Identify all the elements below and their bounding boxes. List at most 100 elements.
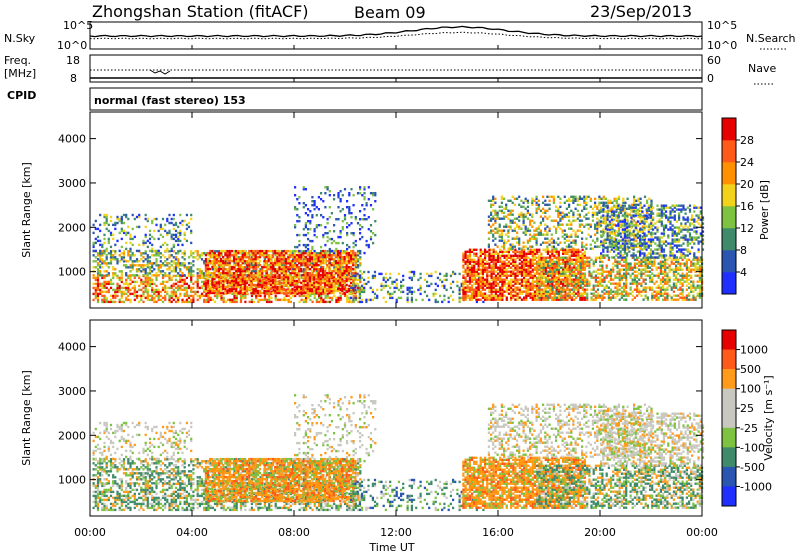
power-cell bbox=[166, 258, 169, 261]
power-cell bbox=[302, 228, 305, 231]
power-cell bbox=[533, 296, 536, 299]
power-cell bbox=[144, 284, 147, 288]
power-cell bbox=[306, 279, 309, 283]
power-cell bbox=[289, 255, 292, 259]
power-cell bbox=[350, 249, 353, 253]
power-cell bbox=[315, 235, 318, 239]
power-cell bbox=[239, 249, 242, 253]
power-cell bbox=[224, 289, 227, 293]
power-cell bbox=[105, 298, 108, 302]
power-cell bbox=[341, 220, 344, 223]
power-cell bbox=[302, 243, 305, 247]
power-cell bbox=[120, 237, 123, 241]
power-cell bbox=[486, 282, 489, 285]
power-cell bbox=[294, 245, 297, 249]
power-cell bbox=[196, 268, 199, 271]
power-cell bbox=[477, 298, 480, 301]
power-cell bbox=[549, 256, 552, 259]
power-cell bbox=[579, 250, 582, 253]
power-cell bbox=[531, 298, 534, 301]
power-cell bbox=[261, 249, 264, 253]
power-cell bbox=[512, 280, 515, 283]
power-cell bbox=[555, 247, 558, 250]
power-cell bbox=[217, 255, 220, 259]
power-cell bbox=[579, 256, 582, 259]
power-cell bbox=[144, 272, 147, 275]
power-cell bbox=[488, 270, 491, 273]
power-cell bbox=[237, 281, 240, 285]
power-cell bbox=[127, 288, 130, 292]
power-cell bbox=[135, 274, 139, 277]
power-cell bbox=[239, 271, 242, 275]
power-cell bbox=[507, 260, 510, 263]
power-cell bbox=[284, 279, 288, 283]
power-cell bbox=[239, 265, 242, 269]
power-cell bbox=[391, 296, 394, 300]
power-cell bbox=[324, 273, 327, 277]
power-cell bbox=[114, 272, 117, 275]
power-cell bbox=[144, 270, 147, 273]
power-cell bbox=[142, 292, 145, 296]
power-cell bbox=[583, 274, 586, 277]
power-cell bbox=[464, 286, 467, 289]
power-cell bbox=[523, 268, 526, 271]
power-cell bbox=[501, 272, 504, 275]
power-cell bbox=[527, 294, 530, 297]
power-cell bbox=[155, 300, 158, 304]
power-cell bbox=[486, 270, 489, 273]
power-cell bbox=[363, 286, 366, 290]
power-cell bbox=[518, 203, 521, 206]
power-cell bbox=[105, 264, 108, 267]
power-cell bbox=[209, 298, 212, 302]
power-cell bbox=[274, 273, 277, 277]
power-cell bbox=[492, 217, 495, 220]
power-cell bbox=[540, 258, 543, 261]
power-cell bbox=[232, 257, 236, 261]
power-cell bbox=[183, 237, 186, 241]
power-cell bbox=[328, 194, 331, 197]
power-cell bbox=[211, 265, 214, 269]
power-cell bbox=[535, 239, 538, 242]
power-cell bbox=[488, 266, 491, 269]
power-cell bbox=[166, 217, 169, 221]
power-cell bbox=[367, 198, 370, 201]
power-cell bbox=[157, 268, 160, 271]
power-cell bbox=[330, 255, 333, 259]
power-cell bbox=[406, 288, 409, 292]
power-cell bbox=[107, 274, 110, 277]
power-cell bbox=[510, 270, 513, 273]
power-cell bbox=[492, 294, 495, 297]
power-cell bbox=[164, 256, 167, 259]
power-cell bbox=[490, 258, 493, 261]
power-cell bbox=[512, 268, 515, 271]
power-cell bbox=[540, 256, 543, 259]
power-cell bbox=[219, 251, 223, 255]
power-cell bbox=[511, 247, 514, 250]
power-cell bbox=[475, 294, 478, 297]
power-cell bbox=[577, 258, 580, 261]
power-cell bbox=[490, 274, 493, 277]
power-cell bbox=[583, 252, 586, 255]
power-cell bbox=[462, 290, 465, 293]
power-cell bbox=[151, 247, 154, 251]
power-cell bbox=[280, 265, 283, 269]
power-cell bbox=[144, 280, 147, 284]
power-cell bbox=[490, 231, 493, 234]
power-cell bbox=[196, 254, 199, 257]
power-cell bbox=[309, 220, 312, 223]
power-cell bbox=[326, 274, 329, 277]
power-cell bbox=[120, 215, 123, 219]
power-cell bbox=[133, 274, 136, 277]
power-cell bbox=[500, 197, 503, 200]
power-cell bbox=[356, 222, 360, 225]
power-cell bbox=[239, 275, 242, 279]
power-cell bbox=[345, 289, 348, 293]
power-cell bbox=[494, 221, 497, 224]
power-cell bbox=[148, 278, 152, 282]
power-cell bbox=[159, 223, 162, 227]
power-cell bbox=[206, 281, 210, 285]
power-cell bbox=[473, 278, 476, 281]
power-cell bbox=[217, 281, 220, 285]
power-cell bbox=[248, 261, 251, 265]
power-cell bbox=[510, 290, 513, 293]
